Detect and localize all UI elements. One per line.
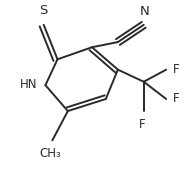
Text: HN: HN [20,78,38,91]
Text: F: F [139,118,145,131]
Text: N: N [140,5,149,18]
Text: CH₃: CH₃ [40,147,61,160]
Text: F: F [173,93,179,106]
Text: F: F [173,63,179,76]
Text: S: S [39,4,47,17]
